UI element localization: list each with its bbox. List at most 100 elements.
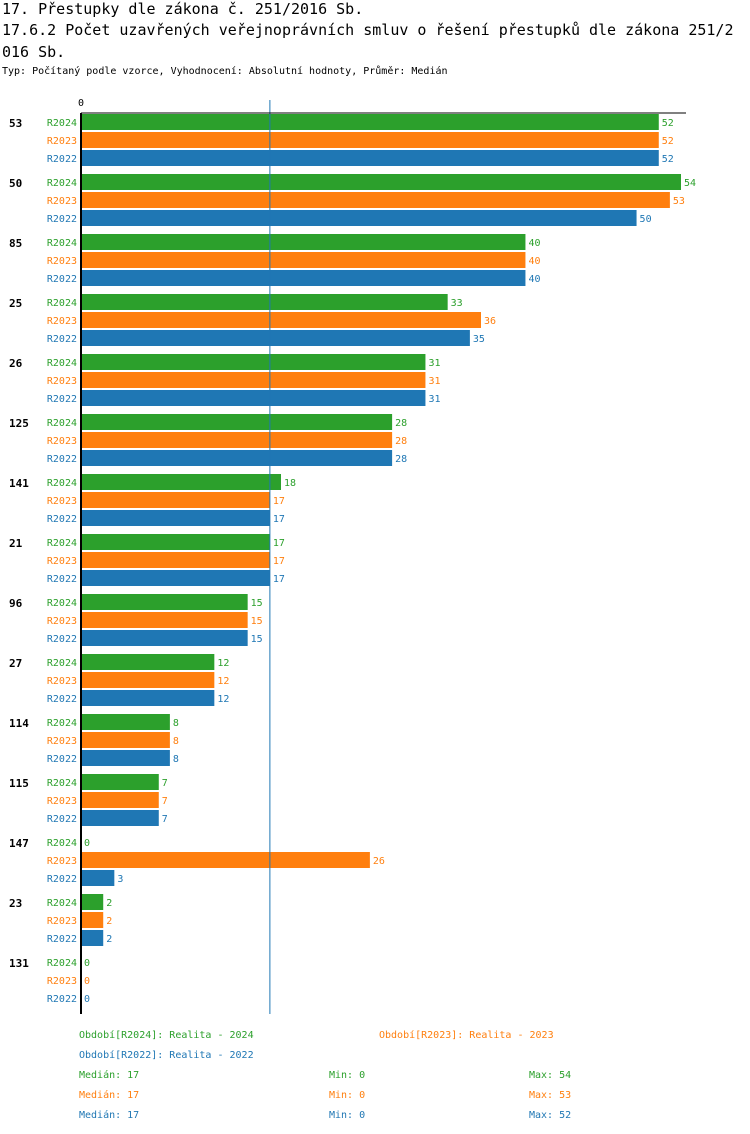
value-label: 28: [395, 418, 407, 429]
value-label: 17: [273, 556, 285, 567]
value-label: 17: [273, 514, 285, 525]
value-label: 26: [373, 856, 385, 867]
series-label: R2023: [47, 256, 77, 267]
category-label: 53: [9, 117, 22, 130]
bar: [81, 132, 659, 148]
bar: [81, 252, 526, 268]
category-label: 96: [9, 597, 23, 610]
category-label: 114: [9, 717, 29, 730]
stat-max-r2023: Max: 53: [529, 1090, 572, 1101]
bar: [81, 492, 270, 508]
series-label: R2023: [47, 616, 77, 627]
bar: [81, 192, 670, 208]
category-label: 50: [9, 177, 22, 190]
value-label: 28: [395, 436, 407, 447]
bar: [81, 852, 370, 868]
value-label: 40: [528, 238, 540, 249]
category-label: 23: [9, 897, 22, 910]
series-label: R2024: [47, 958, 77, 969]
stat-min-r2024: Min: 0: [329, 1070, 366, 1081]
series-label: R2023: [47, 556, 77, 567]
value-label: 8: [173, 736, 179, 747]
value-label: 0: [84, 994, 90, 1005]
bar: [81, 930, 104, 946]
value-label: 36: [484, 316, 496, 327]
stat-max-r2024: Max: 54: [529, 1070, 572, 1081]
bar: [81, 390, 426, 406]
value-label: 52: [662, 118, 674, 129]
category-label: 85: [9, 237, 22, 250]
series-label: R2024: [47, 778, 77, 789]
value-label: 8: [173, 754, 179, 765]
category-label: 25: [9, 297, 22, 310]
value-label: 31: [428, 376, 440, 387]
value-label: 17: [273, 538, 285, 549]
value-label: 31: [428, 358, 440, 369]
bar: [81, 774, 159, 790]
series-label: R2024: [47, 838, 77, 849]
bar: [81, 654, 215, 670]
value-label: 50: [640, 214, 652, 225]
series-label: R2023: [47, 916, 77, 927]
category-label: 147: [9, 837, 29, 850]
stat-min-r2023: Min: 0: [329, 1090, 366, 1101]
bar: [81, 432, 393, 448]
value-label: 2: [106, 916, 112, 927]
value-label: 40: [528, 274, 540, 285]
bar: [81, 474, 281, 490]
value-label: 12: [217, 694, 229, 705]
series-label: R2022: [47, 574, 77, 585]
bar: [81, 150, 659, 166]
series-label: R2022: [47, 394, 77, 405]
series-label: R2024: [47, 418, 77, 429]
value-label: 15: [251, 598, 263, 609]
stat-min-r2022: Min: 0: [329, 1110, 366, 1121]
series-label: R2022: [47, 754, 77, 765]
value-label: 0: [84, 976, 90, 987]
bar: [81, 354, 426, 370]
value-label: 7: [162, 814, 168, 825]
series-label: R2024: [47, 178, 77, 189]
value-label: 7: [162, 796, 168, 807]
bar: [81, 894, 104, 910]
bar-chart: 0 53 R2024 52 R2023 52 R2022 52 50 R2024 54 R2023 5…: [9, 98, 696, 1014]
bar: [81, 672, 215, 688]
bar: [81, 594, 248, 610]
bar: [81, 174, 681, 190]
stat-median-r2024: Medián: 17: [79, 1070, 140, 1081]
chart-title-line-1: 17. Přestupky dle zákona č. 251/2016 Sb.: [2, 0, 364, 18]
bar: [81, 612, 248, 628]
value-label: 12: [217, 658, 229, 669]
value-label: 0: [84, 838, 90, 849]
bar: [81, 312, 481, 328]
series-label: R2022: [47, 334, 77, 345]
series-label: R2022: [47, 874, 77, 885]
value-label: 15: [251, 634, 263, 645]
series-label: R2024: [47, 358, 77, 369]
bar: [81, 294, 448, 310]
category-label: 27: [9, 657, 22, 670]
series-label: R2023: [47, 856, 77, 867]
value-label: 52: [662, 136, 674, 147]
bar: [81, 750, 170, 766]
legend-item-r2024: Období[R2024]: Realita - 2024: [79, 1030, 254, 1041]
series-label: R2022: [47, 634, 77, 645]
bar: [81, 792, 159, 808]
series-label: R2023: [47, 736, 77, 747]
category-label: 125: [9, 417, 29, 430]
series-label: R2024: [47, 238, 77, 249]
series-label: R2023: [47, 976, 77, 987]
value-label: 7: [162, 778, 168, 789]
series-label: R2022: [47, 694, 77, 705]
series-label: R2022: [47, 274, 77, 285]
value-label: 0: [84, 958, 90, 969]
bar: [81, 714, 170, 730]
bar: [81, 330, 470, 346]
series-label: R2024: [47, 598, 77, 609]
category-label: 115: [9, 777, 29, 790]
bar: [81, 534, 270, 550]
value-label: 53: [673, 196, 685, 207]
value-label: 18: [284, 478, 296, 489]
series-label: R2024: [47, 538, 77, 549]
series-label: R2024: [47, 658, 77, 669]
